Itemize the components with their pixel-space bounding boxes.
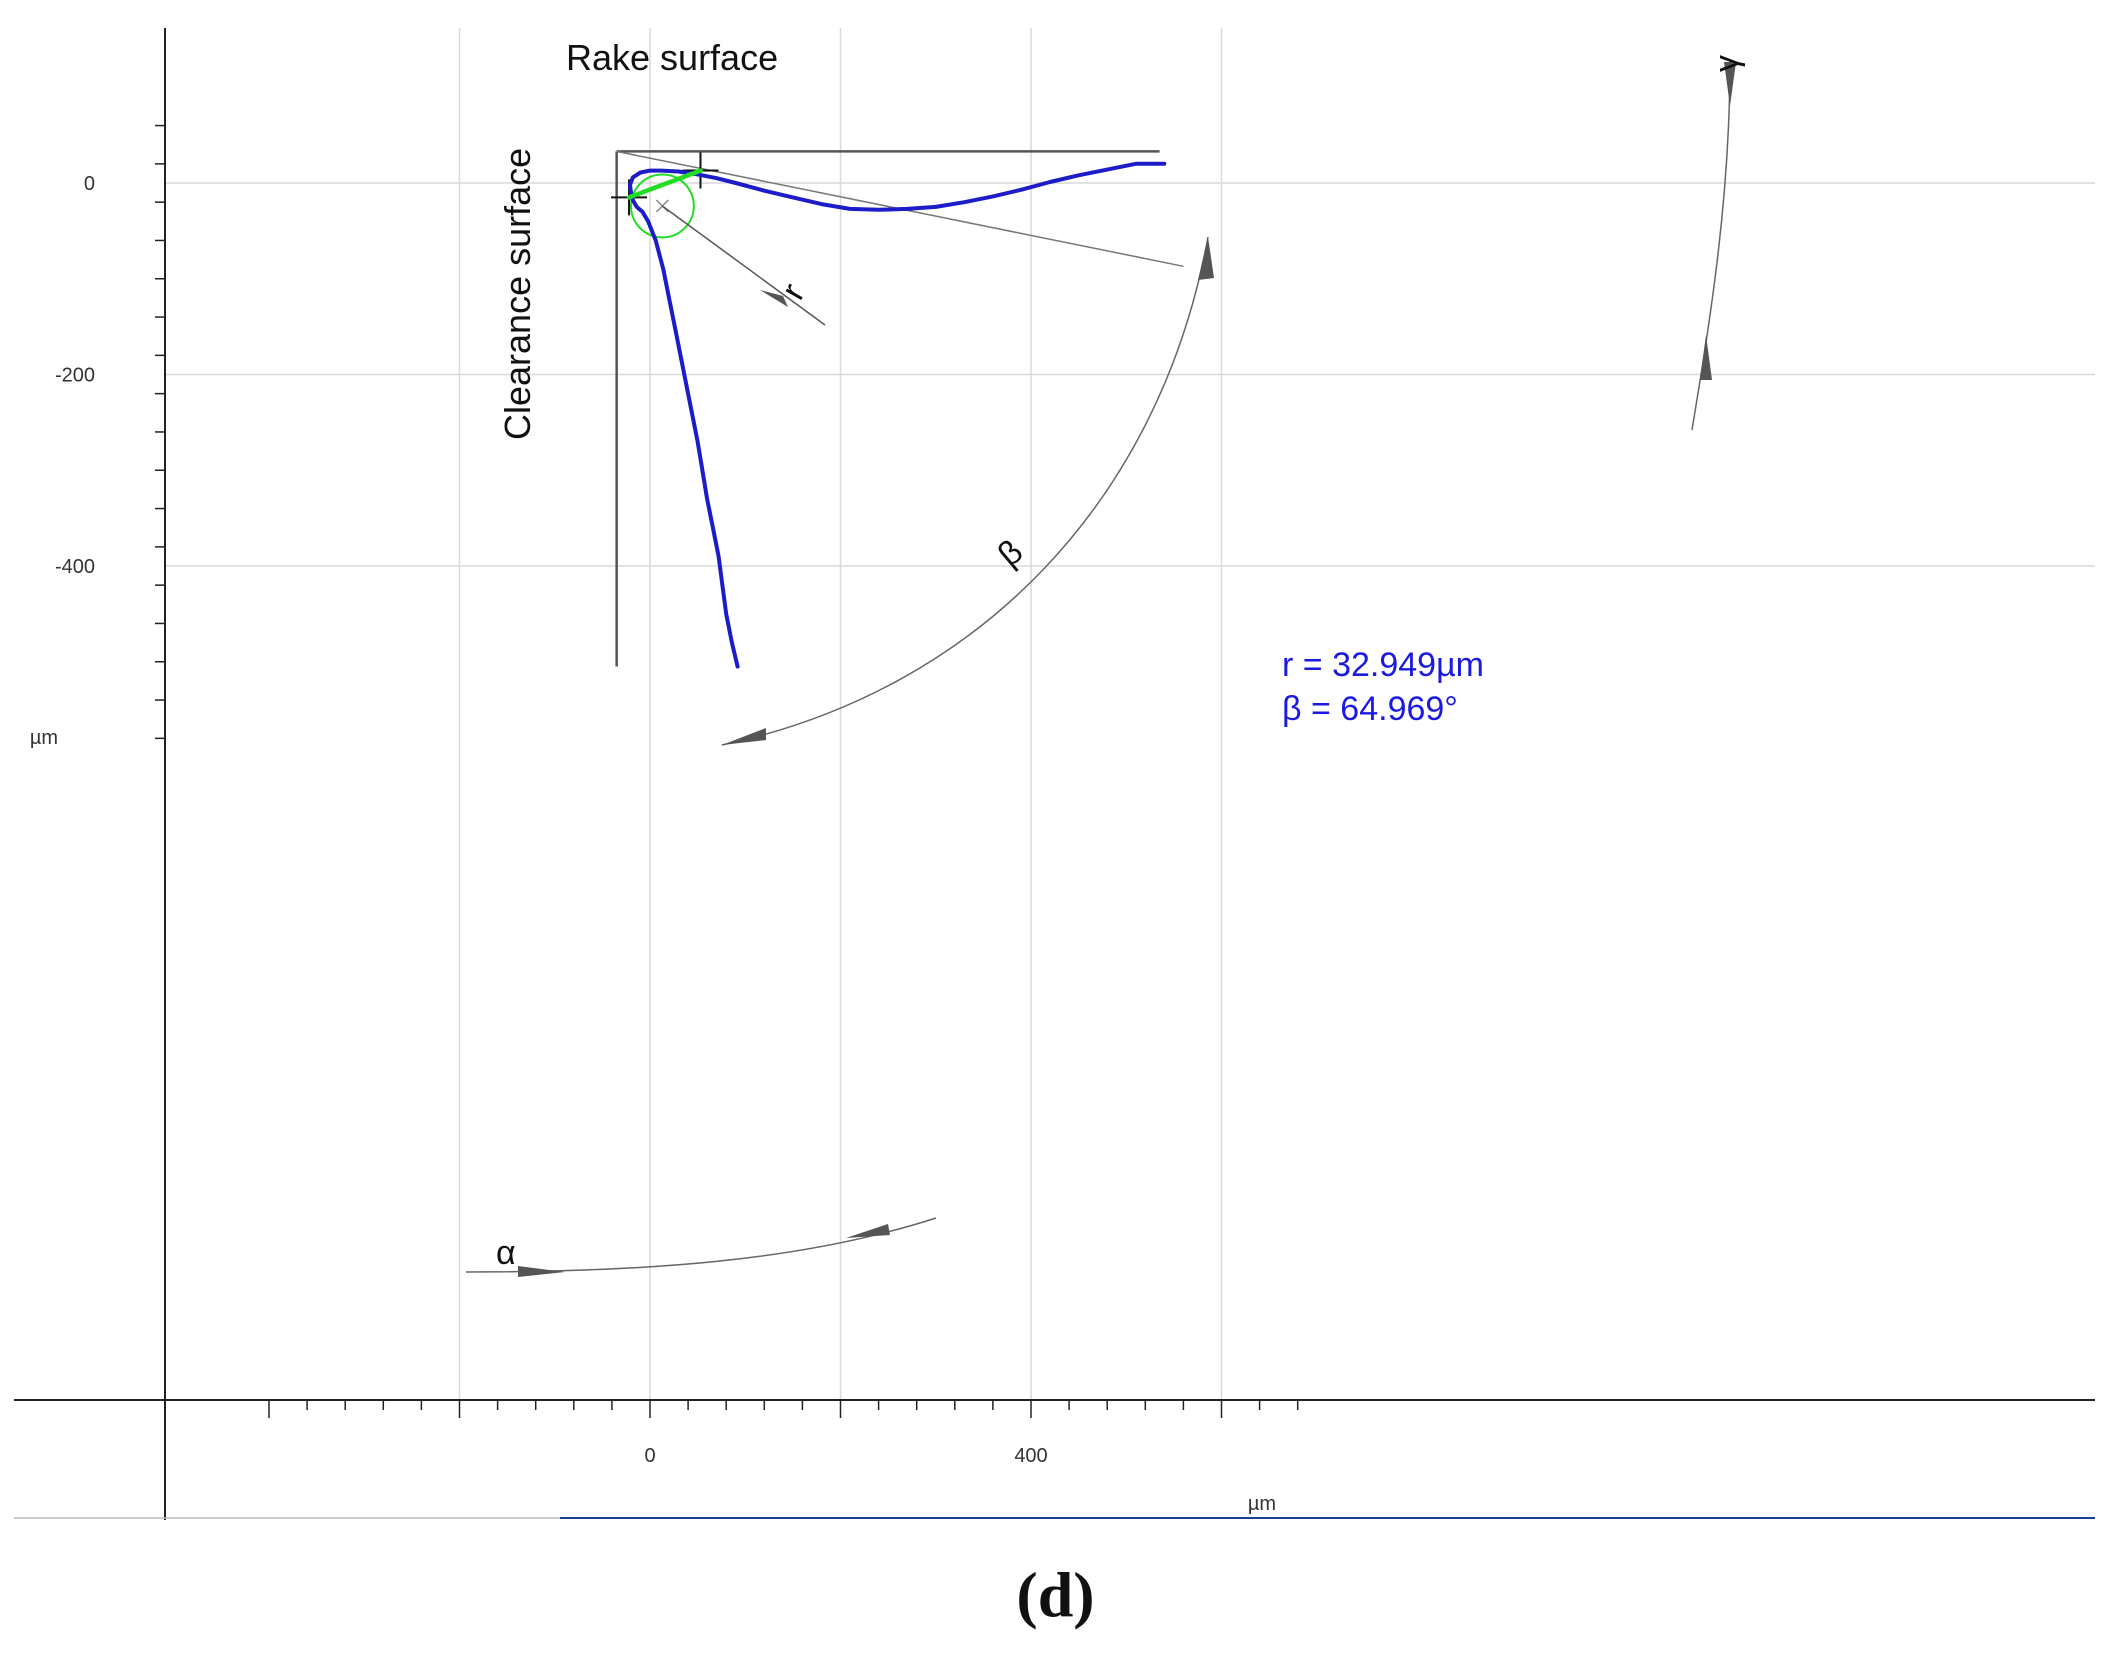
figure-caption: (d) (1016, 1559, 1095, 1630)
x-tick-label: 400 (1014, 1445, 1047, 1467)
beta-arc (721, 236, 1209, 746)
beta-arrowhead-bottom (722, 728, 766, 745)
alpha-arrowhead-left (518, 1266, 565, 1277)
grid (165, 28, 2095, 1400)
result-radius: r = 32.949µm (1282, 646, 1484, 684)
gamma-arrowhead-top (1724, 62, 1736, 106)
alpha-arc (465, 1217, 937, 1273)
x-tick-label: 0 (644, 1445, 655, 1467)
result-wedge-angle: β = 64.969° (1282, 690, 1458, 728)
y-tick-label: 0 (84, 173, 95, 195)
beta-arrowhead-top (1198, 237, 1214, 280)
gamma-arrowhead-bottom (1700, 335, 1712, 380)
alpha-arrowhead-right (846, 1224, 890, 1238)
axes (14, 28, 2095, 1520)
radius-arrowhead (760, 290, 788, 307)
fitted-circle (629, 173, 695, 239)
gamma-symbol-label: γ (1708, 55, 1746, 72)
radius-leader-line (661, 205, 826, 326)
y-tick-label: -200 (55, 365, 95, 387)
beta-symbol-label: β (991, 532, 1030, 574)
tool-edge-profile-line (628, 161, 1167, 669)
rake-surface-label: Rake surface (566, 37, 778, 78)
edge-chord-line (626, 168, 703, 200)
gamma-arc (1691, 59, 1731, 431)
y-tick-label: -400 (55, 556, 95, 578)
x-axis-unit-label: µm (1248, 1493, 1276, 1515)
profile-series (626, 161, 1167, 669)
tick-labels: 0 400 0 -200 -400 (55, 173, 1048, 1467)
clearance-surface-label: Clearance surface (497, 148, 538, 440)
y-axis-unit-label: µm (30, 727, 58, 749)
alpha-symbol-label: α (496, 1234, 516, 1272)
